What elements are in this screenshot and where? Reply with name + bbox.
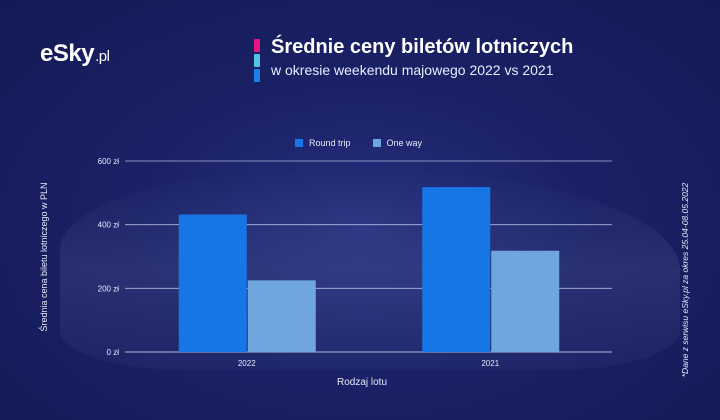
bar-one-way-2022: [247, 280, 316, 352]
x-axis-title: Rodzaj lotu: [336, 377, 388, 388]
y-tick-label: 200 zł: [98, 284, 120, 293]
legend-swatch-one-way: [372, 139, 381, 147]
x-tick-label: 2021: [481, 359, 499, 368]
accent-bar-cyan: [254, 54, 260, 67]
legend-item-round-trip: Round trip: [295, 138, 351, 148]
chart-legend: Round trip One way: [295, 138, 444, 148]
legend-label-round-trip: Round trip: [309, 138, 351, 148]
legend-label-one-way: One way: [386, 138, 423, 148]
chart-title: Średnie ceny biletów lotniczych: [271, 36, 574, 58]
legend-swatch-round-trip: [295, 139, 303, 147]
y-tick-label: 400 zł: [98, 221, 120, 230]
accent-bar-blue: [254, 69, 260, 82]
x-tick-label: 2022: [238, 359, 256, 368]
accent-bar-pink: [254, 39, 260, 52]
bar-round-trip-2022: [178, 214, 247, 352]
esky-logo: eSky .pl: [40, 40, 110, 68]
y-tick-label: 600 zł: [98, 157, 120, 166]
logo-suffix: .pl: [95, 48, 110, 65]
chart-subtitle: w okresie weekendu majowego 2022 vs 2021: [271, 62, 554, 78]
legend-item-one-way: One way: [372, 138, 423, 148]
bar-round-trip-2021: [422, 187, 491, 352]
background-airplane-image: [60, 170, 680, 370]
title-accent-bars: [254, 39, 260, 84]
bar-one-way-2021: [491, 250, 560, 352]
y-tick-label: 0 zł: [107, 348, 120, 357]
logo-text: eSky: [40, 40, 95, 67]
